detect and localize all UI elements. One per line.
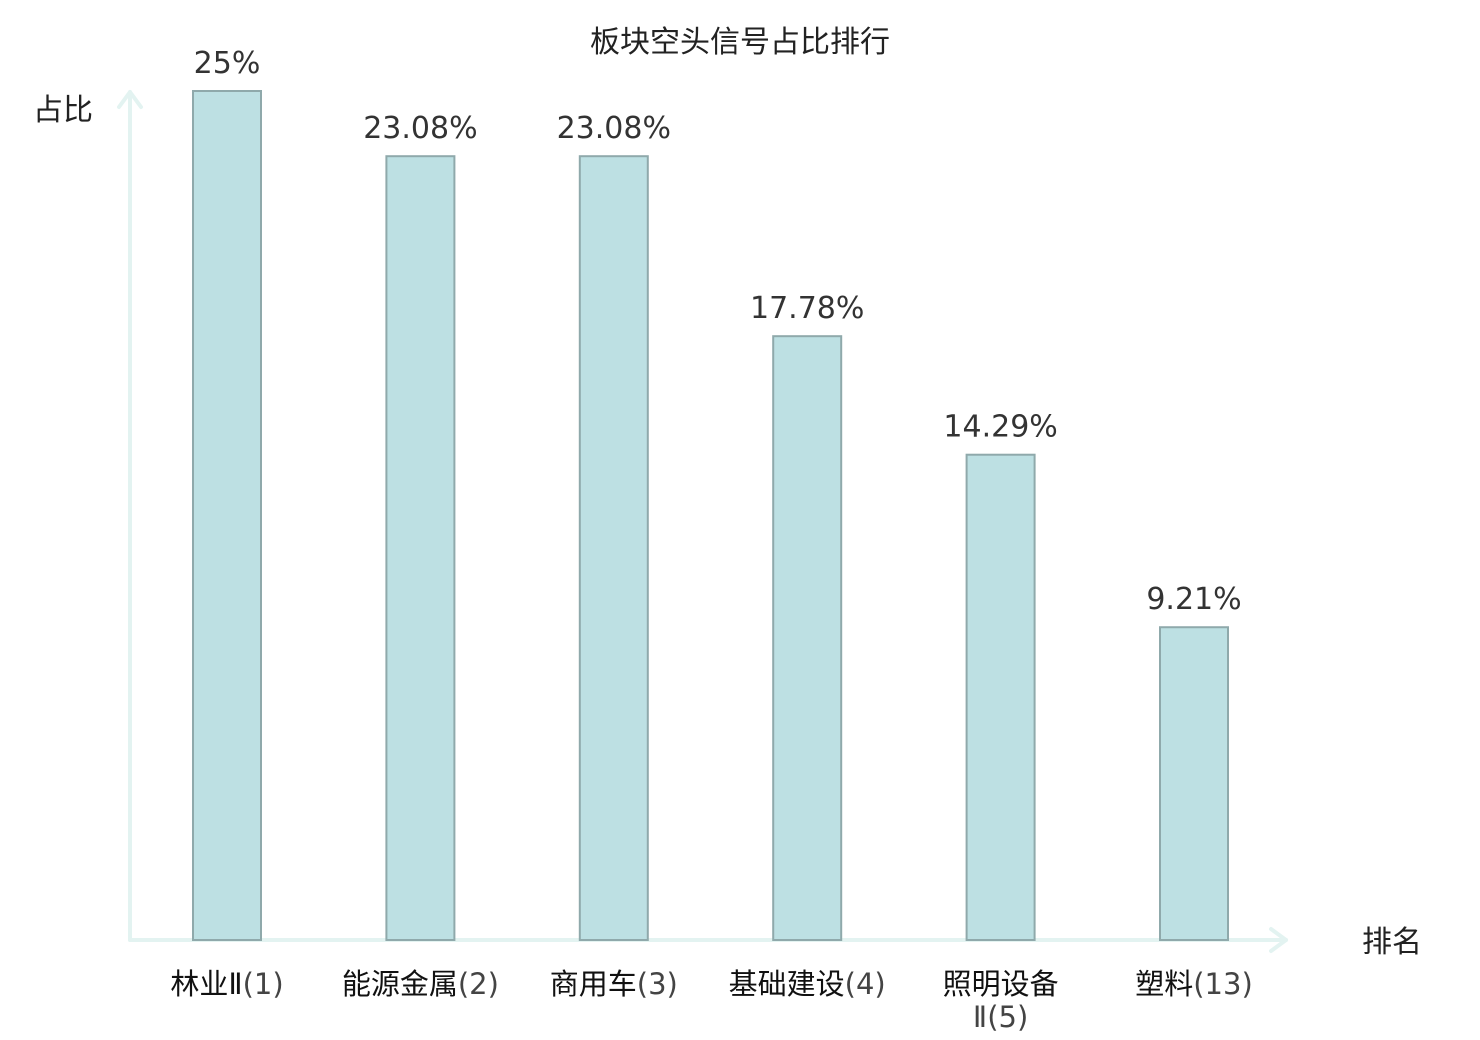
bar: [772, 335, 843, 941]
x-tick-rank: (4): [845, 967, 886, 1001]
x-tick-label: 照明设备: [943, 967, 1059, 1001]
x-tick-label: 塑料(13): [1135, 967, 1253, 1001]
x-axis-label: 排名: [1362, 925, 1422, 960]
x-tick-name: 能源金属: [342, 967, 458, 1001]
data-label: 25%: [194, 46, 261, 81]
data-label: 17.78%: [750, 291, 864, 326]
x-tick-label: 基础建设(4): [729, 967, 886, 1001]
x-tick-label-line2: Ⅱ(5): [973, 1000, 1028, 1034]
data-label: 23.08%: [363, 111, 477, 146]
axes: [117, 90, 1288, 953]
x-tick-name-suffix: Ⅱ: [973, 1000, 987, 1034]
x-tick-name: 林业Ⅱ: [170, 967, 242, 1001]
y-axis-arrow: [117, 90, 143, 109]
bar: [965, 453, 1036, 941]
x-tick-label: 能源金属(2): [342, 967, 499, 1001]
data-label: 9.21%: [1146, 582, 1241, 617]
data-label: 14.29%: [943, 410, 1057, 445]
x-axis-arrow: [1269, 927, 1288, 953]
data-label: 23.08%: [557, 111, 671, 146]
bar: [385, 155, 456, 942]
x-tick-rank: (5): [987, 1000, 1028, 1034]
bars: [192, 90, 1229, 942]
x-tick-label: 商用车(3): [550, 967, 678, 1001]
chart-title: 板块空头信号占比排行: [590, 25, 890, 60]
x-tick-name: 塑料: [1135, 967, 1193, 1001]
value-labels: 25% 23.08% 23.08% 17.78% 14.29% 9.21%: [194, 46, 1242, 617]
x-tick-name: 照明设备: [943, 967, 1059, 1001]
x-tick-name: 基础建设: [729, 967, 845, 1001]
bar: [192, 90, 262, 941]
bar: [578, 155, 649, 942]
x-tick-rank: (2): [458, 967, 499, 1001]
y-axis-label: 占比: [33, 93, 93, 128]
x-tick-rank: (13): [1193, 967, 1253, 1001]
x-tick-rank: (1): [243, 967, 284, 1001]
bar: [1159, 626, 1229, 941]
x-tick-name: 商用车: [550, 967, 637, 1001]
x-tick-rank: (3): [637, 967, 678, 1001]
x-tick-label: 林业Ⅱ(1): [170, 967, 283, 1001]
